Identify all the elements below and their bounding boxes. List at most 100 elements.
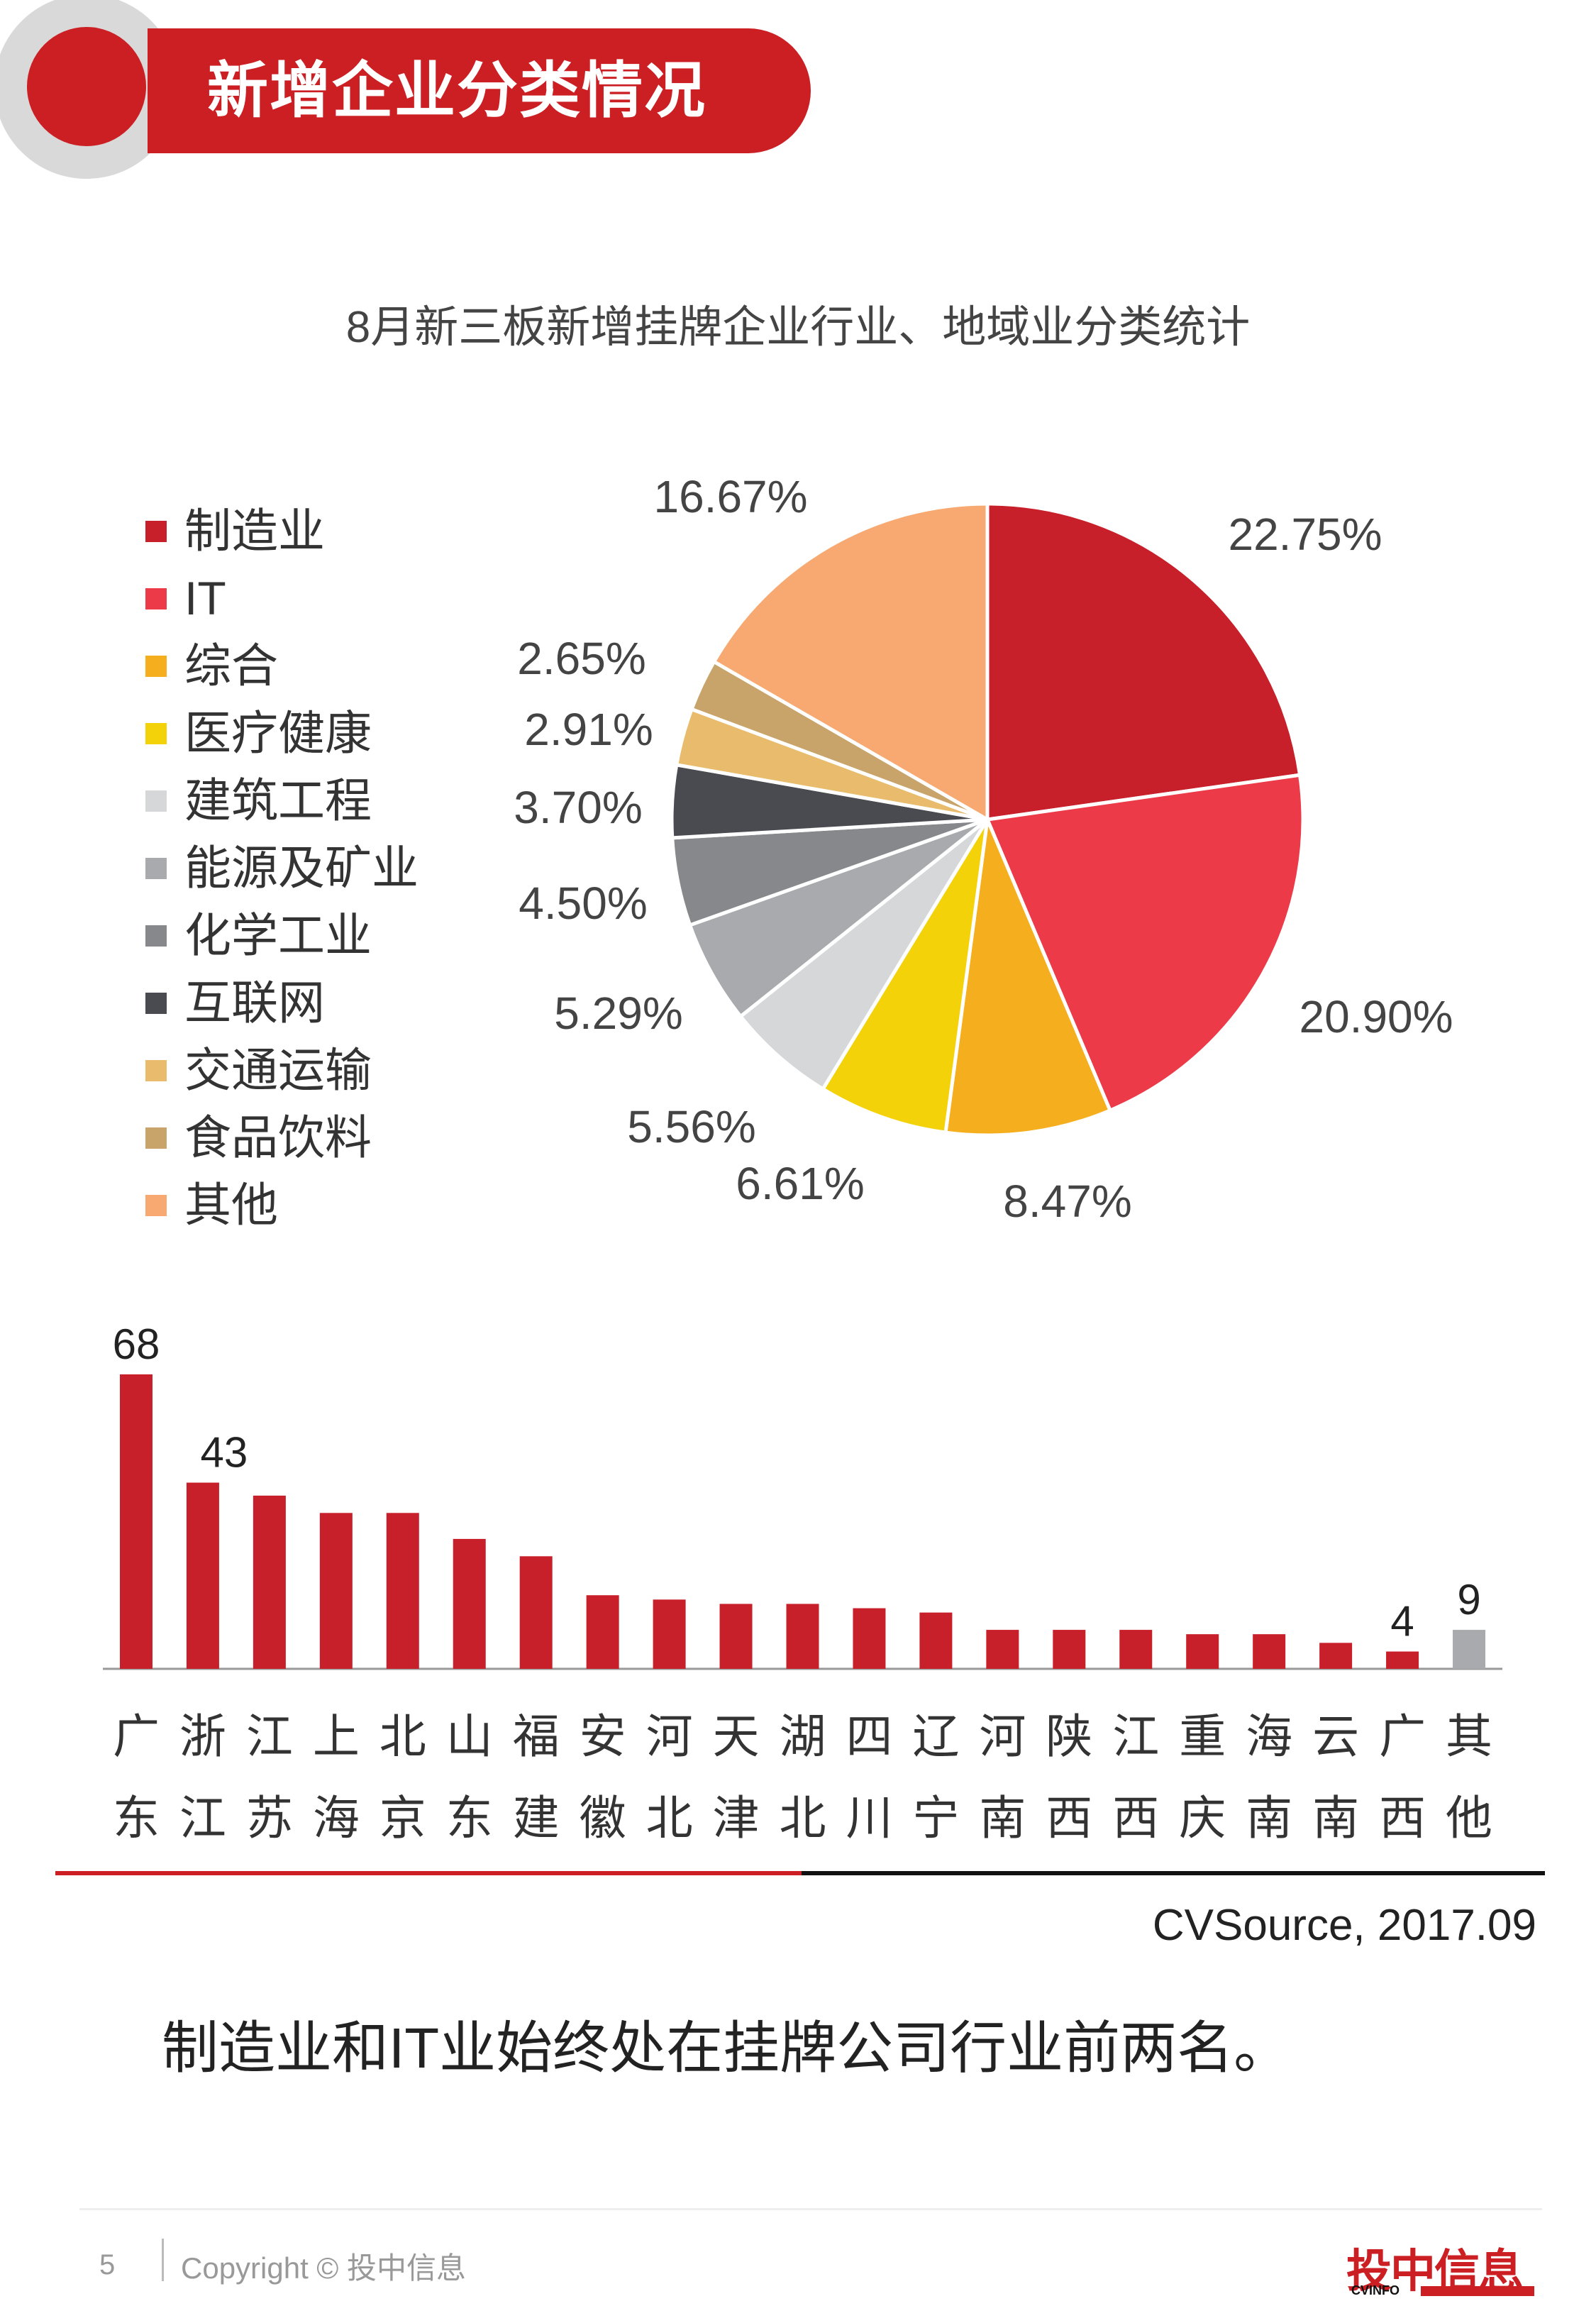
bar-chart: 68广东43浙江江苏上海北京山东福建安徽河北天津湖北四川辽宁河南陕西江西重庆海南… (55, 1320, 1545, 1875)
pie-slice-label: 2.65% (517, 633, 645, 684)
bar-category-label: 四 (846, 1709, 892, 1764)
bar-value-label: 43 (201, 1429, 248, 1477)
bar-value-label: 4 (1390, 1598, 1414, 1645)
bar-category-label: 徽 (580, 1791, 626, 1846)
bar-category-label: 川 (846, 1791, 892, 1846)
bar (519, 1556, 553, 1669)
bar (1319, 1643, 1353, 1669)
bar-category-label: 北 (780, 1791, 826, 1846)
bar-category-label: 建 (513, 1791, 560, 1846)
bar-category-label: 上 (313, 1709, 360, 1764)
footer-divider (79, 2208, 1542, 2210)
legend-label: 食品饮料 (184, 1111, 372, 1164)
pie-slice (687, 817, 989, 1020)
bar-category-label: 北 (646, 1791, 693, 1846)
bar-category-label: 广 (113, 1709, 160, 1764)
bar-value-label: 68 (113, 1320, 160, 1368)
bar (586, 1595, 619, 1669)
legend-swatch (145, 1060, 167, 1081)
bar (919, 1612, 953, 1669)
bar-category-label: 苏 (246, 1791, 293, 1846)
bar-category-label: 他 (1446, 1791, 1492, 1846)
bar (1386, 1651, 1419, 1669)
bar-category-label: 南 (1246, 1791, 1292, 1846)
bar-category-label: 天 (713, 1709, 760, 1764)
bar-category-label: 福 (513, 1709, 560, 1764)
legend-swatch (145, 656, 167, 677)
bar (786, 1604, 819, 1669)
legend-label: 交通运输 (184, 1044, 372, 1096)
pie-chart: 22.75% 20.90% 8.47% 6.61% 5.56% 5.29% 4.50% 3.7… (514, 471, 1453, 1227)
bar-category-label: 湖 (780, 1709, 826, 1764)
pie-chart-title: 8月新三板新增挂牌企业行业、地域业分类统计 (345, 303, 1251, 352)
bar-category-label: 辽 (912, 1709, 959, 1764)
legend-label: 其他 (184, 1179, 278, 1231)
pie-slice (985, 502, 1302, 822)
bar-category-label: 东 (446, 1791, 493, 1846)
pie-slice (985, 773, 1305, 1113)
bar (1053, 1630, 1086, 1669)
bar-category-label: 江 (179, 1791, 226, 1846)
legend-label: 综合 (184, 639, 278, 692)
bar (1253, 1634, 1286, 1669)
bar (253, 1495, 286, 1669)
bar-category-label: 江 (246, 1709, 293, 1764)
legend-swatch (145, 858, 167, 879)
bar-category-label: 东 (113, 1791, 160, 1846)
bar-category-label: 山 (446, 1709, 493, 1764)
bar-category-label: 北 (379, 1709, 426, 1764)
legend-swatch (145, 1195, 167, 1216)
pie-slice-label: 5.29% (554, 988, 682, 1039)
pie-slice-label: 20.90% (1299, 991, 1453, 1042)
pie-slice-label: 6.61% (736, 1158, 864, 1209)
bar (319, 1513, 353, 1669)
bar-category-label: 海 (1246, 1709, 1292, 1764)
pie-slice-label: 2.91% (524, 704, 653, 755)
bar-category-label: 西 (1112, 1791, 1159, 1846)
legend-label: 制造业 (184, 504, 325, 557)
page-title: 新增企业分类情况 (207, 57, 706, 125)
legend-swatch (145, 521, 167, 542)
legend-label: 医疗健康 (184, 707, 372, 759)
legend-swatch (145, 588, 167, 609)
bar-category-label: 津 (713, 1791, 760, 1846)
bar-category-label: 庆 (1179, 1791, 1226, 1846)
logo-bar (1421, 2286, 1534, 2296)
header-banner (148, 28, 811, 153)
bar-category-label: 安 (580, 1709, 626, 1764)
pie-slice (943, 812, 1113, 1137)
legend-swatch (145, 1127, 167, 1149)
bar-category-label: 重 (1179, 1709, 1226, 1764)
legend-swatch (145, 723, 167, 744)
legend-swatch (145, 993, 167, 1014)
bar-category-label: 陕 (1046, 1709, 1092, 1764)
bar (1453, 1630, 1486, 1669)
bar-category-label: 江 (1112, 1709, 1159, 1764)
bar-category-label: 南 (979, 1791, 1026, 1846)
bar (653, 1599, 686, 1669)
pie-slice-label: 22.75% (1228, 509, 1382, 560)
legend-swatch (145, 790, 167, 812)
legend-label: IT (184, 572, 226, 624)
bar-category-label: 南 (1312, 1791, 1359, 1846)
bar-value-label: 9 (1457, 1576, 1480, 1623)
logo-subtext: CVINFO (1351, 2283, 1400, 2297)
footer-separator (162, 2239, 164, 2281)
bar-category-label: 浙 (179, 1709, 226, 1764)
bar-category-label: 宁 (912, 1791, 959, 1846)
legend-label: 互联网 (184, 976, 325, 1029)
bar (119, 1374, 153, 1669)
pie-slice (820, 818, 990, 1135)
copyright-text: Copyright © 投中信息 (181, 2251, 467, 2285)
pie-slice-label: 3.70% (514, 782, 642, 833)
bar-category-label: 其 (1446, 1709, 1492, 1764)
bar-category-label: 京 (379, 1791, 426, 1846)
bar-category-label: 广 (1379, 1709, 1426, 1764)
page-number: 5 (99, 2249, 116, 2280)
legend-label: 能源及矿业 (184, 842, 419, 894)
legend-label: 建筑工程 (184, 774, 372, 827)
bar-category-label: 西 (1046, 1791, 1092, 1846)
bar (719, 1604, 753, 1669)
bar (986, 1630, 1019, 1669)
pie-slice-label: 8.47% (1003, 1176, 1131, 1227)
